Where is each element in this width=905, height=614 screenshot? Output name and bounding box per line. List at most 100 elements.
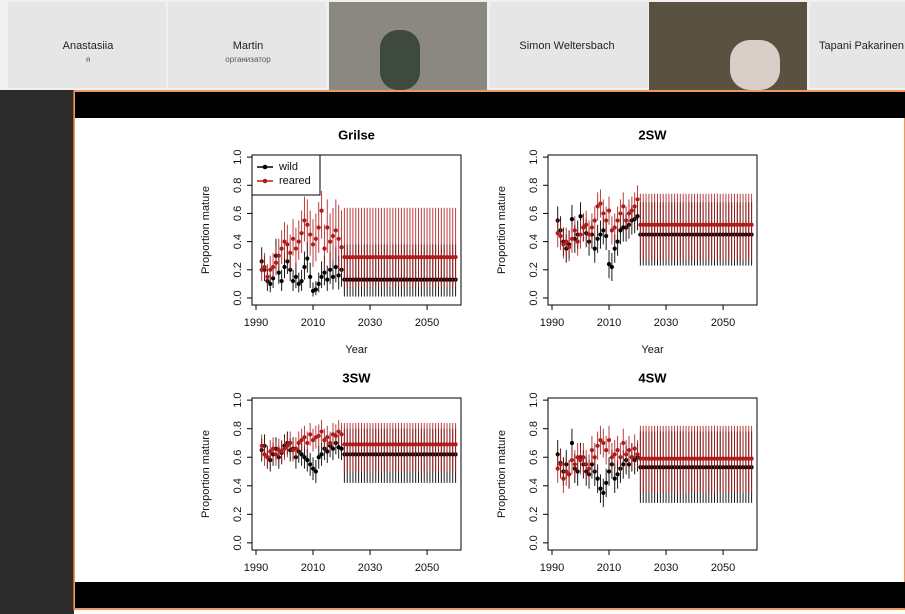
participant-tile[interactable] bbox=[8, 2, 166, 88]
point bbox=[612, 246, 617, 251]
point bbox=[629, 455, 634, 460]
point bbox=[282, 239, 287, 244]
point bbox=[575, 455, 580, 460]
point bbox=[558, 462, 563, 467]
point bbox=[561, 476, 566, 481]
point bbox=[612, 476, 617, 481]
participant-tile[interactable] bbox=[490, 2, 648, 88]
point bbox=[333, 433, 338, 438]
point bbox=[325, 225, 330, 230]
point bbox=[302, 435, 307, 440]
point bbox=[330, 274, 336, 279]
y-tick-label: 0.6 bbox=[232, 450, 244, 465]
point bbox=[598, 232, 603, 237]
point bbox=[566, 245, 572, 250]
point bbox=[336, 429, 341, 434]
point bbox=[296, 281, 301, 286]
y-tick-label: 0.6 bbox=[528, 206, 540, 221]
x-tick-label: 2010 bbox=[597, 562, 621, 574]
point bbox=[601, 490, 606, 496]
point bbox=[615, 472, 620, 477]
point bbox=[339, 446, 344, 451]
point bbox=[305, 457, 310, 463]
point bbox=[336, 273, 341, 278]
point bbox=[581, 455, 586, 460]
point bbox=[313, 236, 318, 241]
point bbox=[604, 218, 609, 223]
y-tick-label: 0.2 bbox=[232, 507, 244, 522]
y-tick-label: 0.2 bbox=[528, 262, 540, 277]
point bbox=[313, 287, 318, 292]
x-tick-label: 2030 bbox=[654, 317, 678, 329]
point bbox=[635, 197, 640, 202]
participant-tile[interactable] bbox=[810, 2, 905, 88]
point bbox=[316, 455, 321, 460]
y-tick-label: 0.6 bbox=[232, 206, 244, 221]
y-tick-label: 0.0 bbox=[232, 290, 244, 305]
y-tick-label: 0.0 bbox=[528, 535, 540, 550]
x-tick-label: 2030 bbox=[358, 562, 382, 574]
point bbox=[626, 447, 632, 453]
point bbox=[268, 449, 273, 454]
point bbox=[453, 442, 458, 447]
point bbox=[293, 246, 299, 251]
point bbox=[316, 433, 321, 438]
participant-name: Tapani Pakarinen bbox=[819, 40, 904, 52]
point bbox=[569, 216, 575, 222]
point bbox=[575, 239, 580, 244]
point bbox=[339, 245, 344, 250]
point bbox=[586, 232, 592, 237]
x-tick-label: 1990 bbox=[540, 562, 564, 574]
y-tick-label: 0.6 bbox=[528, 450, 540, 465]
point bbox=[293, 274, 299, 279]
point bbox=[626, 211, 632, 216]
chart: 4SW 0.0 0.2 0.4 0.6 0.8 1.0 1990 2010 2030 2050 Pro… bbox=[496, 370, 758, 574]
y-tick-label: 0.4 bbox=[232, 478, 244, 493]
point bbox=[339, 432, 344, 437]
point bbox=[586, 466, 592, 471]
point bbox=[595, 236, 600, 241]
point bbox=[601, 211, 606, 216]
participant-tile[interactable] bbox=[168, 2, 326, 88]
point bbox=[624, 218, 629, 223]
point bbox=[606, 469, 612, 474]
point bbox=[615, 447, 620, 453]
video-tile[interactable] bbox=[649, 2, 807, 90]
y-tick-label: 1.0 bbox=[528, 392, 540, 407]
point bbox=[749, 222, 754, 227]
point bbox=[555, 466, 560, 471]
y-axis-label: Proportion mature bbox=[200, 186, 212, 274]
point bbox=[333, 228, 338, 233]
point bbox=[569, 457, 575, 463]
point bbox=[305, 222, 310, 227]
chart: 3SW 0.0 0.2 0.4 0.6 0.8 1.0 1990 2010 2030 2050 Pro… bbox=[200, 370, 462, 574]
legend-label: wild bbox=[278, 161, 298, 173]
point bbox=[635, 214, 640, 219]
point bbox=[589, 225, 595, 230]
y-axis-label: Proportion mature bbox=[496, 430, 508, 518]
point bbox=[598, 201, 603, 206]
point bbox=[265, 455, 270, 460]
legend-marker bbox=[262, 178, 268, 184]
y-tick-label: 0.4 bbox=[232, 234, 244, 249]
y-tick-label: 0.8 bbox=[528, 178, 540, 193]
x-tick-label: 2050 bbox=[711, 317, 735, 329]
y-tick-label: 0.0 bbox=[528, 290, 540, 305]
point bbox=[558, 233, 563, 239]
letterbox bbox=[75, 582, 905, 608]
point bbox=[319, 429, 324, 434]
point bbox=[290, 278, 296, 284]
point bbox=[581, 225, 586, 230]
point bbox=[578, 214, 583, 219]
y-axis-label: Proportion mature bbox=[496, 186, 508, 274]
point bbox=[305, 440, 310, 446]
point bbox=[609, 264, 614, 270]
point bbox=[604, 447, 609, 453]
point bbox=[601, 440, 606, 446]
participant-role: организатор bbox=[225, 55, 271, 64]
point bbox=[299, 231, 304, 236]
point bbox=[621, 440, 626, 446]
point bbox=[336, 236, 341, 241]
legend bbox=[251, 154, 321, 196]
x-tick-label: 1990 bbox=[244, 317, 268, 329]
